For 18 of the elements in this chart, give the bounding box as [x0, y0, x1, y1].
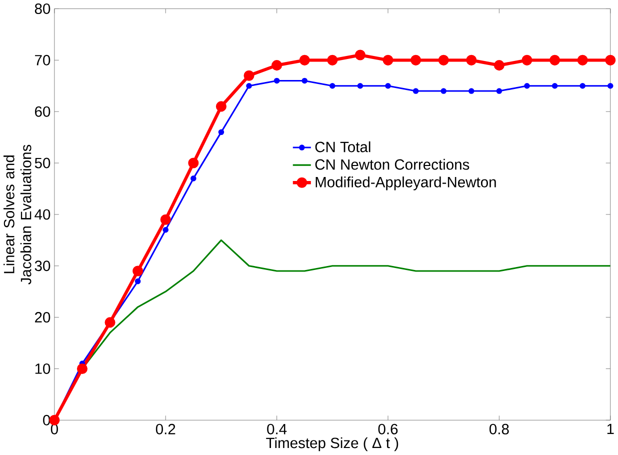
x-axis-title: Timestep Size ( Δ t )	[266, 438, 398, 452]
y-axis-title: Linear Solves and Jacobian Evaluations	[4, 144, 32, 285]
y-tick-label: 80	[34, 4, 50, 14]
y-tick-label: 50	[34, 158, 50, 168]
y-tick-label: 70	[35, 55, 50, 66]
x-tick-label: 0.2	[156, 424, 176, 435]
y-tick-label: 10	[35, 364, 50, 374]
legend-label: CN Newton Corrections	[315, 159, 470, 170]
y-tick-label: 20	[35, 312, 50, 323]
y-tick-label: 30	[34, 260, 50, 272]
legend-label: Modified-Appleyard-Newton	[316, 176, 496, 190]
x-tick-label: 0.8	[490, 424, 509, 435]
x-tick-label: 0.6	[378, 424, 398, 435]
x-tick-label: 0.4	[267, 424, 287, 435]
x-tick-label: 1	[607, 424, 614, 434]
legend-label: CN Total	[315, 142, 370, 152]
y-tick-label: 40	[34, 209, 50, 220]
y-tick-label: 60	[35, 106, 50, 117]
